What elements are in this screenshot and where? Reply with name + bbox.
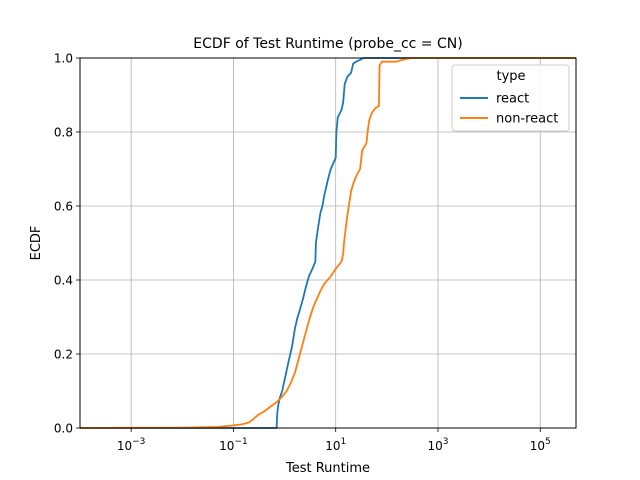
- x-tick-label: 105: [530, 437, 551, 453]
- y-axis-label: ECDF: [29, 226, 44, 261]
- x-axis-label: Test Runtime: [285, 461, 370, 476]
- x-tick-label: 103: [427, 437, 448, 453]
- y-tick-label: 0.0: [54, 422, 73, 436]
- legend-title: type: [496, 69, 525, 84]
- y-tick-label: 1.0: [54, 52, 73, 66]
- legend: type react non-react: [451, 64, 570, 132]
- y-tick-label: 0.4: [54, 274, 73, 288]
- plot-frame: [79, 57, 577, 429]
- y-tick-label: 0.2: [54, 348, 73, 362]
- x-tick-label: 101: [325, 437, 346, 453]
- x-tick-label: 10−1: [219, 437, 248, 453]
- y-tick-label: 0.8: [54, 126, 73, 140]
- x-axis: 10−3 10−1 101 103 105: [117, 428, 551, 453]
- legend-label-non-react: non-react: [496, 112, 558, 127]
- series-line-react: [80, 57, 576, 429]
- y-axis: 0.0 0.2 0.4 0.6 0.8 1.0: [54, 52, 80, 436]
- y-tick-label: 0.6: [54, 200, 73, 214]
- x-tick-label: 10−3: [117, 437, 146, 453]
- legend-box: [451, 64, 570, 132]
- chart-title: ECDF of Test Runtime (probe_cc = CN): [193, 36, 462, 52]
- series-layer: [80, 57, 576, 429]
- series-line-non-react: [80, 57, 576, 429]
- legend-label-react: react: [496, 92, 529, 107]
